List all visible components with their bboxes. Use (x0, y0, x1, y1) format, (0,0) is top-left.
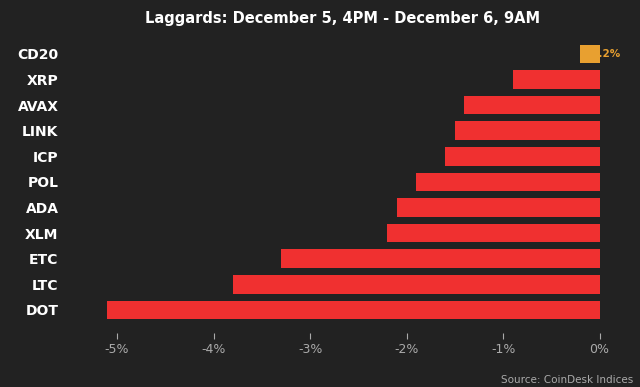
Bar (108, 301, 600, 319)
Bar (281, 250, 600, 268)
Bar (445, 147, 600, 166)
Bar (580, 45, 600, 63)
Text: Source: CoinDesk Indices: Source: CoinDesk Indices (501, 375, 634, 385)
Text: -1.6%: -1.6% (453, 151, 486, 161)
Text: -3.8%: -3.8% (241, 279, 274, 289)
Text: -2.2%: -2.2% (395, 228, 428, 238)
Bar (416, 173, 600, 191)
Text: -5.1%: -5.1% (115, 305, 148, 315)
Bar (397, 198, 600, 217)
Title: Laggards: December 5, 4PM - December 6, 9AM: Laggards: December 5, 4PM - December 6, … (145, 10, 540, 26)
Text: -1.5%: -1.5% (463, 126, 496, 136)
Text: -2.1%: -2.1% (404, 202, 438, 212)
Text: -1.4%: -1.4% (472, 100, 506, 110)
Bar (513, 70, 600, 89)
Bar (455, 122, 600, 140)
Text: -0.9%: -0.9% (520, 74, 554, 84)
Bar (233, 275, 600, 293)
Text: -3.3%: -3.3% (289, 254, 322, 264)
Text: -0.2%: -0.2% (588, 49, 621, 59)
Bar (387, 224, 600, 242)
Text: -1.9%: -1.9% (424, 177, 457, 187)
Bar (465, 96, 600, 114)
